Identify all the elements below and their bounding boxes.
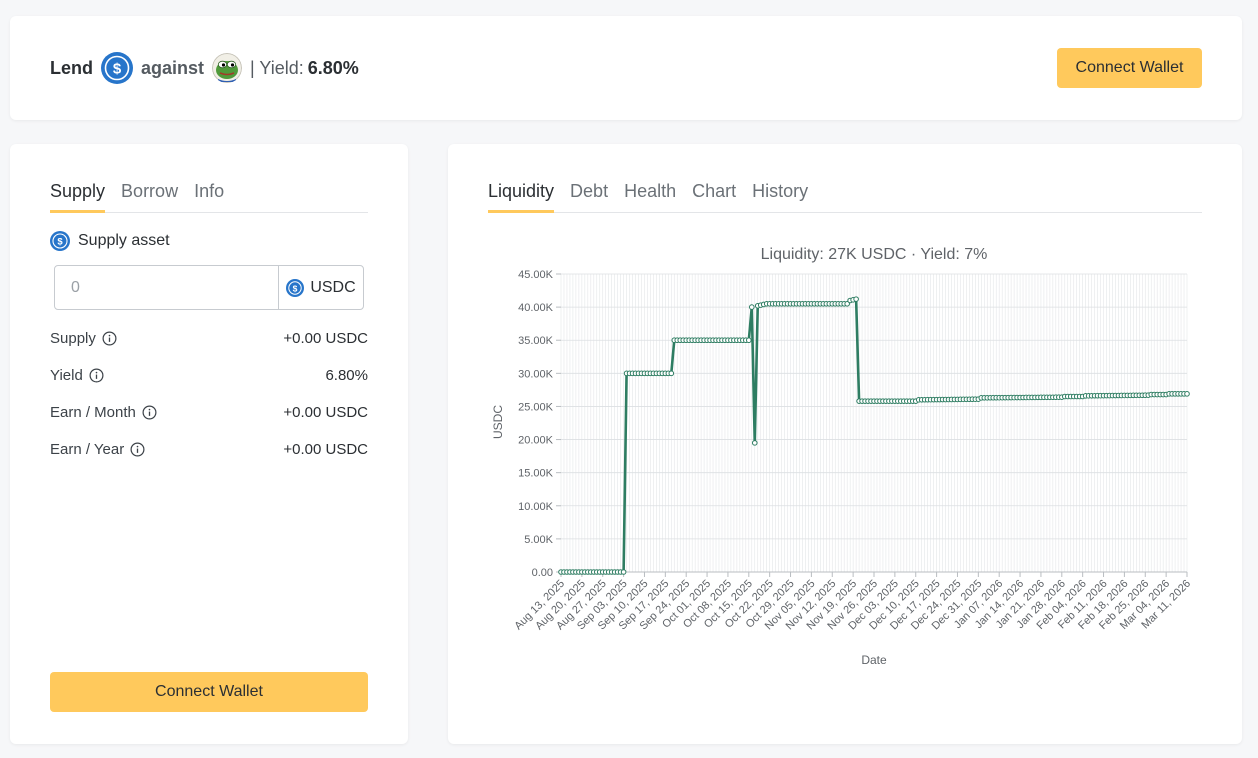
y-tick-label: 15.00K xyxy=(518,468,554,480)
stat-value: +0.00 USDC xyxy=(283,403,368,421)
tab-liquidity[interactable]: Liquidity xyxy=(488,180,562,213)
stat-label-text: Yield xyxy=(50,366,83,384)
connect-wallet-button[interactable]: Connect Wallet xyxy=(1057,48,1202,88)
stat-label-earn-month: Earn / Month xyxy=(50,404,157,421)
y-tick-label: 25.00K xyxy=(518,401,554,413)
data-point xyxy=(668,370,675,377)
info-icon[interactable] xyxy=(130,442,145,457)
stat-label-supply: Supply xyxy=(50,330,117,347)
data-point xyxy=(1184,391,1190,397)
y-tick-label: 5.00K xyxy=(524,534,553,546)
tab-borrow[interactable]: Borrow xyxy=(121,181,179,201)
header-card: Lend $ against | Yield: 6.80% Connect Wa… xyxy=(10,16,1242,120)
y-tick-label: 10.00K xyxy=(518,501,554,513)
info-icon[interactable] xyxy=(102,331,117,346)
stat-row-earn-year: Earn / Year +0.00 USDC xyxy=(50,439,368,459)
y-tick-label: 40.00K xyxy=(518,302,554,314)
y-tick-label: 35.00K xyxy=(518,335,554,347)
y-tick-label: 45.00K xyxy=(518,269,554,281)
data-point xyxy=(746,337,752,344)
lend-label: Lend xyxy=(50,57,93,78)
info-icon[interactable] xyxy=(142,405,157,420)
against-label: against xyxy=(141,57,205,78)
svg-text:$: $ xyxy=(113,61,122,78)
y-tick-label: 20.00K xyxy=(518,435,554,447)
stat-value: +0.00 USDC xyxy=(283,440,368,458)
stat-label-text: Supply xyxy=(50,329,96,347)
tab-health[interactable]: Health xyxy=(624,181,677,201)
chart-title: Liquidity: 27K USDC · Yield: 7% xyxy=(761,246,988,263)
data-point xyxy=(748,304,755,310)
stat-row-yield: Yield 6.80% xyxy=(50,365,368,385)
y-tick-label: 0.00 xyxy=(532,567,553,579)
asset-addon-label: USDC xyxy=(310,278,356,296)
supply-amount-group: $ USDC xyxy=(54,265,364,310)
page-title: Lend $ against | Yield: 6.80% xyxy=(50,51,359,85)
tab-debt[interactable]: Debt xyxy=(570,181,609,201)
tab-history[interactable]: History xyxy=(752,181,809,201)
data-point xyxy=(844,301,850,307)
svg-text:$: $ xyxy=(57,237,63,248)
supply-panel: Supply Borrow Info $ Supply asset $ USDC… xyxy=(10,144,408,744)
stat-value: +0.00 USDC xyxy=(283,329,368,347)
supply-tabs: Supply Borrow Info xyxy=(50,180,368,213)
usdc-icon: $ xyxy=(101,52,133,84)
connect-wallet-button[interactable]: Connect Wallet xyxy=(50,672,368,712)
chart-grid xyxy=(560,273,1188,573)
asset-addon: $ USDC xyxy=(278,266,363,309)
stat-label-earn-year: Earn / Year xyxy=(50,441,145,458)
stat-label-text: Earn / Year xyxy=(50,440,125,458)
tab-supply[interactable]: Supply xyxy=(50,180,113,213)
usdc-icon: $ xyxy=(286,278,305,297)
yield-value: 6.80% xyxy=(307,57,359,78)
data-point xyxy=(853,296,859,302)
tab-chart[interactable]: Chart xyxy=(692,181,737,201)
info-icon[interactable] xyxy=(89,368,104,383)
stat-row-supply: Supply +0.00 USDC xyxy=(50,328,368,348)
usdc-icon: $ xyxy=(50,231,70,251)
chart-y-axis-label: USDC xyxy=(491,405,505,439)
chart-axes: 0.00 5.00K 10.00K 15.00K 20.00K 25.00K 30.00K 3… xyxy=(512,269,1193,632)
yield-label: | Yield: xyxy=(250,57,304,78)
stat-label-yield: Yield xyxy=(50,367,104,384)
supply-asset-label: Supply asset xyxy=(78,232,170,249)
supply-amount-input[interactable] xyxy=(55,266,278,309)
stat-value: 6.80% xyxy=(325,366,368,384)
supply-asset-heading: $ Supply asset xyxy=(50,231,170,251)
stat-row-earn-month: Earn / Month +0.00 USDC xyxy=(50,402,368,422)
chart-x-axis-label: Date xyxy=(861,653,887,667)
y-tick-label: 30.00K xyxy=(518,368,554,380)
tab-info[interactable]: Info xyxy=(194,181,225,201)
data-point xyxy=(751,440,758,446)
market-panel: Liquidity Debt Health Chart History 0.00… xyxy=(448,144,1242,744)
data-point xyxy=(620,569,627,575)
liquidity-chart: 0.00 5.00K 10.00K 15.00K 20.00K 25.00K 30.00K 3… xyxy=(491,246,1193,667)
chart-series xyxy=(558,296,1190,575)
pepe-icon xyxy=(212,53,243,83)
market-tabs: Liquidity Debt Health Chart History xyxy=(488,180,1202,213)
stat-label-text: Earn / Month xyxy=(50,403,136,421)
svg-text:$: $ xyxy=(293,283,298,293)
